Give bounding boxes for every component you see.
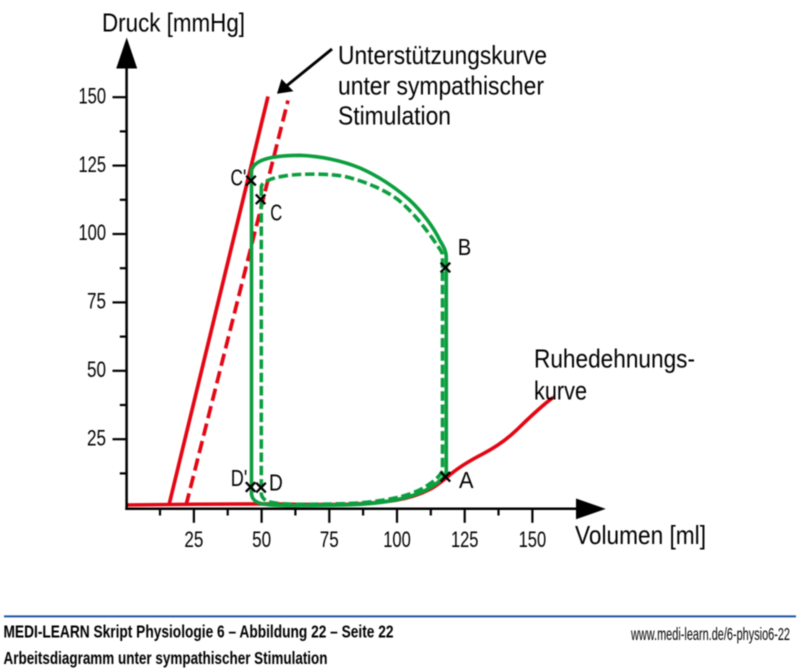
svg-text:150: 150 [519,527,547,552]
svg-text:www.medi-learn.de/6-physio6-22: www.medi-learn.de/6-physio6-22 [630,624,790,644]
svg-text:B: B [458,234,472,260]
svg-text:D: D [269,470,283,496]
svg-text:50: 50 [252,527,271,552]
svg-text:C': C' [231,165,247,191]
svg-text:75: 75 [87,289,106,314]
svg-text:MEDI-LEARN Skript Physiologie: MEDI-LEARN Skript Physiologie 6 – Abbild… [4,622,394,642]
svg-text:D': D' [231,465,248,491]
svg-text:50: 50 [87,357,106,382]
svg-text:Ruhedehnungs-: Ruhedehnungs- [534,344,695,374]
svg-text:kurve: kurve [534,376,587,406]
svg-text:Unterstützungskurve: Unterstützungskurve [338,40,547,70]
svg-text:Volumen [ml]: Volumen [ml] [575,520,706,550]
svg-text:25: 25 [87,425,106,450]
svg-text:Stimulation: Stimulation [338,101,451,131]
svg-text:unter sympathischer: unter sympathischer [338,71,544,101]
svg-text:150: 150 [79,83,107,108]
svg-text:125: 125 [451,527,479,552]
svg-text:Arbeitsdiagramm unter sympathi: Arbeitsdiagramm unter sympathischer Stim… [4,648,328,668]
svg-text:A: A [459,467,474,493]
svg-text:Druck [mmHg]: Druck [mmHg] [102,8,245,38]
svg-text:75: 75 [320,527,339,552]
svg-text:100: 100 [79,220,107,245]
svg-text:100: 100 [383,527,411,552]
svg-text:25: 25 [184,527,203,552]
svg-text:125: 125 [79,152,107,177]
svg-text:C: C [270,200,282,226]
